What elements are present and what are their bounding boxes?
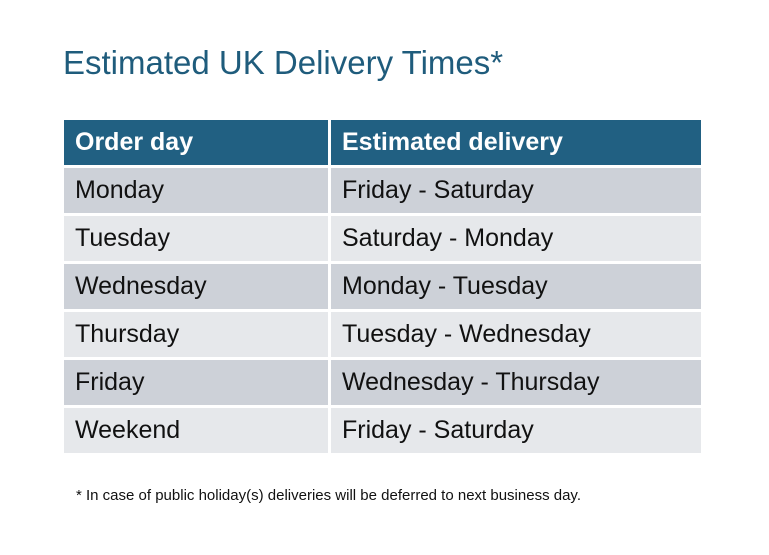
table-row: Friday Wednesday - Thursday xyxy=(64,360,701,405)
order-day-cell: Thursday xyxy=(64,312,328,357)
table-header: Order day Estimated delivery xyxy=(64,120,701,165)
footnote: * In case of public holiday(s) deliverie… xyxy=(76,487,581,504)
estimated-delivery-cell: Friday - Saturday xyxy=(331,408,701,453)
order-day-cell: Monday xyxy=(64,168,328,213)
table-row: Thursday Tuesday - Wednesday xyxy=(64,312,701,357)
table-row: Monday Friday - Saturday xyxy=(64,168,701,213)
table-row: Tuesday Saturday - Monday xyxy=(64,216,701,261)
delivery-table: Order day Estimated delivery Monday Frida… xyxy=(61,117,704,456)
table-row: Weekend Friday - Saturday xyxy=(64,408,701,453)
estimated-delivery-cell: Tuesday - Wednesday xyxy=(331,312,701,357)
order-day-cell: Friday xyxy=(64,360,328,405)
estimated-delivery-cell: Wednesday - Thursday xyxy=(331,360,701,405)
table-row: Wednesday Monday - Tuesday xyxy=(64,264,701,309)
order-day-cell: Tuesday xyxy=(64,216,328,261)
estimated-delivery-cell: Monday - Tuesday xyxy=(331,264,701,309)
estimated-delivery-cell: Friday - Saturday xyxy=(331,168,701,213)
order-day-cell: Weekend xyxy=(64,408,328,453)
estimated-delivery-cell: Saturday - Monday xyxy=(331,216,701,261)
header-order-day: Order day xyxy=(64,120,328,165)
page-title: Estimated UK Delivery Times* xyxy=(63,44,504,81)
order-day-cell: Wednesday xyxy=(64,264,328,309)
header-estimated-delivery: Estimated delivery xyxy=(331,120,701,165)
